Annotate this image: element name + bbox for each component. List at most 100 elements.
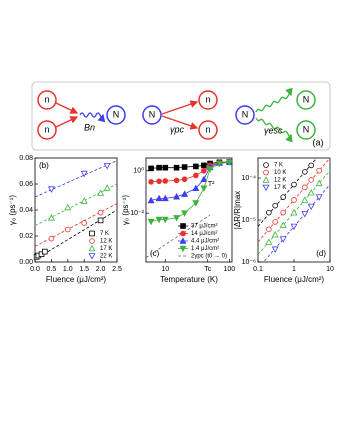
legend-marker	[89, 230, 95, 237]
marker	[302, 184, 308, 191]
plot-frame	[257, 157, 331, 263]
marker	[193, 163, 199, 170]
legend-label: 37 μJ/cm²	[191, 224, 217, 230]
marker	[173, 177, 180, 184]
y-tick-label: 10⁻⁴	[242, 175, 257, 182]
marker	[147, 196, 155, 204]
legend-marker	[179, 237, 187, 244]
marker	[307, 188, 315, 196]
marker	[192, 184, 200, 192]
legend-label: 7 K	[100, 231, 109, 237]
node	[198, 90, 218, 110]
y-axis-label: |ΔR/R|max	[233, 191, 242, 229]
node-label: n	[205, 124, 210, 134]
marker	[266, 226, 272, 233]
marker	[308, 177, 314, 183]
node-label: N	[113, 109, 120, 119]
legend-label: 22 K	[100, 254, 112, 260]
panel-a-frame	[31, 81, 331, 151]
marker	[156, 178, 162, 185]
legend-label: 14 μJ/cm²	[191, 231, 217, 237]
marker	[291, 181, 297, 188]
rate-label: γesc	[264, 125, 283, 135]
node-label: n	[44, 94, 49, 104]
x-tick-label: 10	[326, 266, 334, 273]
y-tick-label: 10⁻⁶	[242, 259, 256, 266]
legend-marker	[263, 169, 269, 176]
y-tick-label: 10⁰	[133, 167, 144, 175]
legend-label: 17 K	[274, 185, 286, 191]
marker	[272, 219, 278, 225]
marker	[201, 162, 207, 169]
legend-marker	[262, 184, 270, 192]
node	[142, 105, 162, 125]
marker	[97, 189, 105, 196]
chart: 0.0 0.5 1.0 1.5 2.0 2.5 0.00 0.02 0.04 0.06 0.08 Fl…	[8, 155, 122, 284]
marker	[315, 179, 323, 187]
series-line	[151, 161, 230, 183]
node	[198, 120, 218, 140]
panel-label: (d)	[316, 249, 326, 258]
x-tick-label: 0.5	[47, 266, 57, 273]
series-line	[150, 161, 230, 223]
marker	[64, 203, 72, 211]
marker	[265, 238, 273, 245]
arrow	[161, 100, 199, 115]
marker	[315, 194, 323, 201]
marker	[206, 166, 214, 173]
x-tick-label: Tc	[204, 266, 212, 273]
marker	[271, 230, 279, 238]
marker	[47, 214, 55, 221]
fit-line	[35, 209, 117, 260]
legend-marker	[88, 244, 96, 252]
node	[37, 120, 57, 140]
arrow	[161, 115, 199, 130]
series-line	[151, 161, 230, 169]
marker	[173, 215, 181, 222]
marker	[161, 194, 169, 202]
marker	[81, 220, 87, 226]
marker	[279, 236, 287, 243]
marker	[80, 170, 88, 178]
x-tick-label: 1.5	[79, 266, 89, 273]
x-axis-label: Temperature (K)	[160, 275, 218, 284]
marker	[266, 209, 272, 216]
wavy-arrow	[79, 112, 106, 123]
marker	[97, 217, 104, 224]
x-tick-label: 2.5	[112, 266, 122, 273]
marker	[148, 165, 154, 172]
marker	[65, 226, 71, 233]
rate-label: Bn	[84, 122, 95, 132]
marker	[301, 211, 309, 218]
legend-label: 12 K	[274, 178, 286, 184]
legend-marker	[89, 238, 95, 244]
arrow	[55, 102, 79, 114]
marker	[42, 248, 48, 255]
chart: 0.1 1 10 10⁻⁶ 10⁻⁵ 10⁻⁴ Fluence (μJ/cm²) |ΔR/R|…	[233, 157, 334, 284]
y-tick-label: 0.06	[19, 181, 33, 188]
y-tick-label: 10⁻⁵	[242, 217, 256, 224]
marker	[80, 197, 88, 204]
arrow	[55, 116, 79, 128]
marker	[156, 164, 162, 171]
panel-label: (b)	[39, 161, 49, 170]
y-tick-label: 0.02	[19, 233, 33, 240]
legend-marker	[263, 162, 269, 168]
x-tick-label: 100	[224, 266, 236, 273]
marker	[302, 169, 308, 175]
legend-label: 1.4 μJ/cm²	[191, 246, 219, 252]
node-label: N	[242, 109, 249, 119]
chart: 10 Tc 100 10⁻² 10⁰ Temperature (K) γ₀ (ps⁻¹) (c…	[121, 157, 236, 284]
marker	[48, 235, 55, 242]
x-tick-label: 0.1	[253, 266, 263, 273]
x-tick-label: 0.0	[30, 266, 40, 273]
legend-label: 7 K	[274, 163, 283, 169]
node	[296, 120, 316, 140]
x-axis-label: Fluence (μJ/cm²)	[264, 275, 325, 284]
marker	[47, 186, 55, 193]
legend-marker	[262, 176, 270, 183]
marker	[192, 200, 200, 207]
wavy-arrow	[255, 87, 293, 113]
marker	[308, 162, 314, 169]
node	[106, 105, 126, 125]
